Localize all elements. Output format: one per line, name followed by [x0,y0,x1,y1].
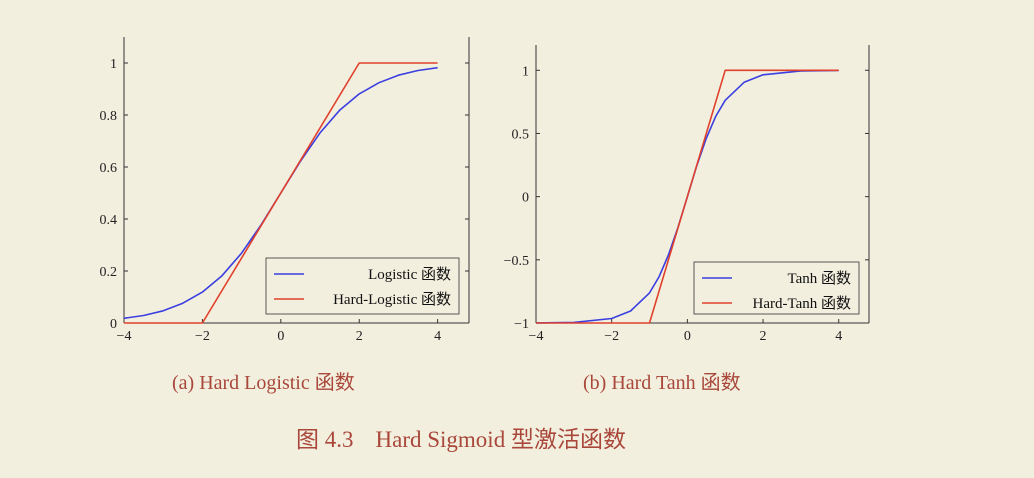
x-tick-label: −4 [529,329,544,344]
x-tick-label: 2 [760,329,767,344]
figure-caption: 图 4.3 Hard Sigmoid 型激活函数 [296,420,626,454]
x-tick-label: 2 [356,329,363,344]
y-tick-label: 0.4 [100,213,118,228]
x-tick-label: −2 [195,329,210,344]
subfigure-caption-b: (b) Hard Tanh 函数 [583,372,741,394]
subfigure-caption-a: (a) Hard Logistic 函数 [172,372,355,394]
y-tick-label: 0.5 [512,127,530,142]
chart-hard-tanh: −1 −0.5 0 0.5 1 −4 −2 0 2 4 Tanh 函数 Hard-Tanh 函数 [504,45,870,344]
x-tick-label: 4 [434,329,441,344]
y-tick-label: 0 [522,191,529,206]
legend-box [265,257,460,315]
series-line-hard [536,69,839,324]
figure-number: 图 4.3 [296,427,354,452]
x-tick-label: −4 [117,329,132,344]
series-line-hard [124,62,438,324]
legend-entry: Hard-Logistic 函数 [333,291,451,308]
y-tick-label: 1 [110,57,117,72]
legend-entry: Hard-Tanh 函数 [752,295,851,312]
y-tick-label: 0 [110,317,117,332]
legend-entry: Tanh 函数 [787,270,851,287]
y-tick-label: −0.5 [504,254,529,269]
x-tick-label: −2 [604,329,619,344]
x-tick-label: 0 [277,329,284,344]
y-tick-label: 0.6 [100,161,118,176]
legend-box [693,261,860,315]
y-tick-label: 0.8 [100,109,118,124]
y-tick-label: −1 [514,317,529,332]
figure-title: Hard Sigmoid 型激活函数 [375,427,626,452]
y-tick-label: 1 [522,64,529,79]
x-tick-label: 0 [684,329,691,344]
y-tick-label: 0.2 [100,265,118,280]
chart-hard-logistic: 0 0.2 0.4 0.6 0.8 1 −4 −2 0 2 4 Logistic 函数 Hard-Log… [100,37,470,344]
legend-entry: Logistic 函数 [368,266,451,283]
x-tick-label: 4 [835,329,842,344]
